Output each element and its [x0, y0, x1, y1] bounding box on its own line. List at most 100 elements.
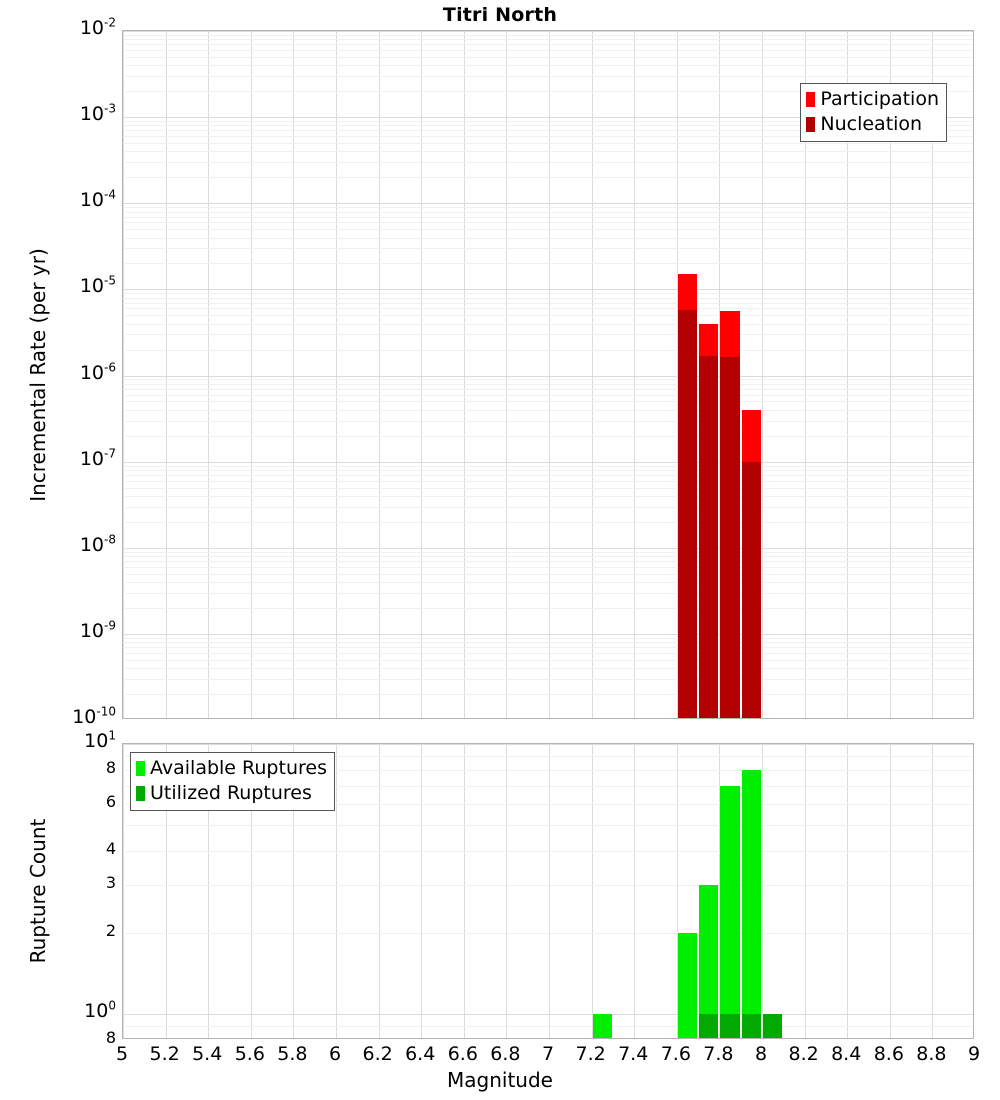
gridline-vertical [591, 31, 593, 718]
bar [699, 355, 719, 718]
x-tick-label: 6.8 [490, 1043, 521, 1065]
x-tick-label: 8.8 [916, 1043, 947, 1065]
gridline-horizontal-minor [123, 668, 973, 670]
legend-swatch-icon [136, 761, 145, 776]
bar [720, 785, 740, 1038]
legend-swatch-icon [806, 92, 816, 107]
gridline-horizontal-minor [123, 561, 973, 563]
gridline-horizontal-major [123, 633, 973, 635]
gridline-vertical [549, 31, 550, 718]
legend-bottom[interactable]: Available Ruptures Utilized Ruptures [130, 752, 335, 811]
y-tick-label: 10-7 [79, 446, 116, 470]
x-tick-label: 5.8 [277, 1043, 308, 1065]
gridline-horizontal-minor [123, 143, 973, 145]
gridline-horizontal-minor [123, 293, 973, 295]
gridline-vertical [762, 31, 763, 718]
gridline-horizontal-minor [123, 56, 973, 58]
y-tick-label: 10-10 [72, 704, 116, 728]
y-tick-label-minor: 6 [105, 791, 116, 811]
gridline-vertical [506, 31, 508, 718]
x-tick-label: 7 [541, 1043, 555, 1065]
gridline-vertical [847, 744, 849, 1038]
gridline-horizontal-minor [123, 136, 973, 138]
gridline-vertical [250, 744, 252, 1038]
y-tick-label: 100 [84, 998, 116, 1022]
gridline-horizontal-minor [123, 642, 973, 644]
legend-item[interactable]: Nucleation [806, 112, 939, 137]
gridline-horizontal-minor [123, 495, 973, 497]
x-tick-label: 5.4 [192, 1043, 223, 1065]
bar [720, 356, 740, 718]
gridline-vertical [336, 744, 337, 1038]
legend-label: Utilized Ruptures [150, 782, 312, 804]
y-tick-label-minor: 2 [105, 920, 116, 940]
bar [741, 461, 761, 718]
gridline-horizontal-minor [123, 151, 973, 153]
legend-label: Participation [820, 88, 939, 110]
gridline-vertical [250, 31, 252, 718]
gridline-vertical [932, 31, 934, 718]
gridline-horizontal-minor [123, 469, 973, 471]
gridline-horizontal-major [123, 375, 973, 377]
gridline-vertical [676, 31, 678, 718]
gridline-vertical [719, 31, 721, 718]
y-axis-label-top: Incremental Rate (per yr) [26, 247, 50, 502]
x-tick-label: 8.2 [788, 1043, 819, 1065]
gridline-horizontal-minor [123, 237, 973, 239]
bar [741, 770, 761, 1038]
gridline-vertical [932, 744, 934, 1038]
gridline-horizontal-minor [123, 349, 973, 351]
legend-item[interactable]: Available Ruptures [136, 756, 327, 781]
legend-swatch-icon [806, 117, 816, 132]
x-axis-label: Magnitude [447, 1068, 553, 1092]
gridline-horizontal-minor [123, 91, 973, 93]
y-tick-label: 10-8 [79, 532, 116, 556]
x-tick-label: 7.6 [660, 1043, 691, 1065]
gridline-horizontal-minor [123, 121, 973, 123]
y-tick-label-minor: 4 [105, 839, 116, 859]
gridline-vertical [123, 744, 124, 1038]
x-tick-label: 7.8 [703, 1043, 734, 1065]
gridline-horizontal-minor [123, 885, 973, 887]
x-tick-label: 7.2 [575, 1043, 606, 1065]
gridline-horizontal-minor [123, 825, 973, 827]
legend-top[interactable]: Participation Nucleation [800, 83, 947, 142]
y-tick-label-minor: 8 [105, 1028, 116, 1047]
y-tick-label: 10-4 [79, 187, 116, 212]
gridline-horizontal-minor [123, 851, 973, 853]
gridline-horizontal-minor [123, 420, 973, 422]
gridline-vertical [421, 31, 423, 718]
page-title: Titri North [442, 4, 558, 26]
gridline-vertical [336, 31, 337, 718]
x-tick-label: 6.2 [362, 1043, 393, 1065]
gridline-horizontal-minor [123, 582, 973, 584]
legend-item[interactable]: Participation [806, 87, 939, 112]
gridline-horizontal-minor [123, 248, 973, 250]
bar [699, 885, 719, 1038]
gridline-vertical [804, 31, 806, 718]
bar [677, 309, 698, 718]
x-tick-label: 8.6 [873, 1043, 904, 1065]
gridline-vertical [506, 744, 508, 1038]
legend-label: Nucleation [820, 113, 923, 135]
rupture-count-plot[interactable]: Available Ruptures Utilized Ruptures [122, 743, 974, 1039]
gridline-horizontal-minor [123, 756, 973, 758]
y-tick-label-minor: 3 [105, 873, 116, 893]
gridline-vertical [804, 744, 806, 1038]
gridline-horizontal-minor [123, 474, 973, 476]
gridline-vertical [293, 744, 295, 1038]
gridline-horizontal-minor [123, 177, 973, 179]
gridline-horizontal-minor [123, 487, 973, 489]
gridline-horizontal-minor [123, 409, 973, 411]
gridline-horizontal-minor [123, 932, 973, 934]
x-tick-label: 6.4 [405, 1043, 436, 1065]
gridline-horizontal-minor [123, 770, 973, 772]
gridline-horizontal-minor [123, 435, 973, 437]
gridline-horizontal-minor [123, 465, 973, 467]
incremental-rate-plot[interactable]: Participation Nucleation [122, 30, 974, 719]
gridline-horizontal-major [123, 31, 973, 32]
gridline-vertical [634, 744, 636, 1038]
gridline-horizontal-minor [123, 76, 973, 78]
legend-item[interactable]: Utilized Ruptures [136, 781, 327, 806]
gridline-horizontal-minor [123, 652, 973, 654]
